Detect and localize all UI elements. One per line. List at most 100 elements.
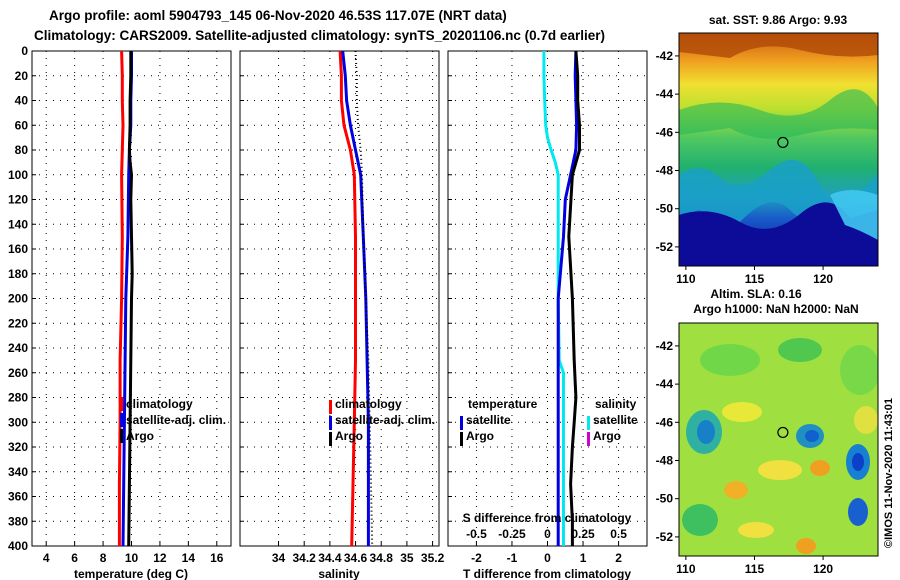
lat-tick-label: -46 (656, 125, 674, 139)
depth-tick-label: 320 (8, 440, 28, 454)
legend-label-satellite-adj: satellite-adj. clim. (126, 413, 226, 427)
lon-tick-label: 120 (813, 562, 833, 576)
legend-label-climatology: climatology (126, 397, 193, 411)
lat-tick-label: -52 (656, 240, 674, 254)
s-diff-tick-label: -0.5 (466, 527, 487, 541)
legend-swatch-t-satellite (460, 416, 463, 430)
depth-tick-label: 40 (15, 94, 29, 108)
legend-swatch-s-satellite (587, 416, 590, 430)
s-diff-tick-label: -0.25 (498, 527, 526, 541)
depth-tick-label: 220 (8, 316, 28, 330)
lat-tick-label: -52 (656, 530, 674, 544)
x-tick-label: 10 (125, 551, 139, 565)
depth-tick-label: 120 (8, 193, 28, 207)
depth-tick-label: 180 (8, 267, 28, 281)
s-diff-tick-label: 0 (544, 527, 551, 541)
x-tick-label: 2 (615, 551, 622, 565)
depth-tick-label: 360 (8, 490, 28, 504)
depth-tick-label: 280 (8, 391, 28, 405)
lat-tick-label: -42 (656, 49, 674, 63)
lon-tick-label: 110 (676, 562, 696, 576)
lon-tick-label: 110 (676, 272, 696, 286)
lat-tick-label: -46 (656, 415, 674, 429)
x-tick-label: 34.8 (370, 551, 394, 565)
legend-title-salinity: salinity (595, 397, 637, 411)
temperature-legend: climatology satellite-adj. clim. Argo (120, 397, 226, 443)
legend-label-t-argo: Argo (466, 429, 494, 443)
legend-swatch-t-argo (460, 432, 463, 446)
salinity-legend: climatology satellite-adj. clim. Argo (329, 397, 435, 446)
legend-swatch-satellite-adj (120, 413, 123, 427)
series-line-climatology (117, 50, 125, 546)
x-tick-label: 34 (272, 551, 286, 565)
legend-label-s-argo: Argo (593, 429, 621, 443)
sla-heatmap (679, 323, 878, 556)
depth-tick-label: 200 (8, 292, 28, 306)
imos-watermark: ©IMOS 11-Nov-2020 11:43:01 (883, 398, 895, 548)
sst-map-frame (678, 32, 879, 267)
x-tick-label: 14 (182, 551, 196, 565)
depth-tick-label: 20 (15, 69, 29, 83)
x-tick-label: 34.2 (293, 551, 317, 565)
legend-label-climatology: climatology (335, 397, 402, 411)
sla-map-frame (678, 322, 879, 557)
depth-tick-label: 260 (8, 366, 28, 380)
figure-title-line1: Argo profile: aoml 5904793_145 06-Nov-20… (49, 8, 507, 23)
lon-tick-label: 120 (813, 272, 833, 286)
lat-tick-label: -48 (656, 164, 674, 178)
x-tick-label: 8 (100, 551, 107, 565)
depth-tick-label: 240 (8, 341, 28, 355)
sst-heatmap (679, 33, 878, 266)
legend-label-argo: Argo (335, 429, 363, 443)
x-tick-label: 4 (43, 551, 50, 565)
s-diff-tick-label: 0.25 (571, 527, 595, 541)
difference-s-axis-label: S difference from climatology (463, 511, 632, 525)
sla-argo-location-marker (777, 426, 789, 439)
depth-tick-label: 100 (8, 168, 28, 182)
x-tick-label: -1 (507, 551, 518, 565)
lat-tick-label: -50 (656, 202, 674, 216)
x-tick-label: 35.2 (421, 551, 445, 565)
x-tick-label: 1 (580, 551, 587, 565)
depth-tick-label: 340 (8, 465, 28, 479)
temperature-xlabel: temperature (deg C) (74, 567, 188, 580)
legend-swatch-s-argo (587, 432, 590, 446)
s-diff-tick-label: 0.5 (610, 527, 627, 541)
depth-tick-label: 380 (8, 514, 28, 528)
x-tick-label: 6 (71, 551, 78, 565)
lat-tick-label: -44 (656, 377, 674, 391)
salinity-panel: 34 34.2 34.4 34.6 34.8 35 35.2 salinity climat… (239, 50, 445, 580)
legend-label-satellite-adj: satellite-adj. clim. (335, 413, 435, 427)
series-line-argo (127, 51, 134, 547)
lat-tick-label: -42 (656, 339, 674, 353)
lat-tick-label: -44 (656, 87, 674, 101)
series-line-argo-temperature (567, 50, 581, 546)
sla-map-title: Altim. SLA: 0.16 (710, 287, 802, 301)
legend-title-temperature: temperature (468, 397, 538, 411)
depth-tick-label: 60 (15, 118, 29, 132)
legend-swatch-argo (120, 429, 123, 443)
lon-tick-label: 115 (745, 562, 765, 576)
salinity-xlabel: salinity (318, 567, 360, 580)
x-tick-label: 34.4 (318, 551, 342, 565)
difference-legend: temperature salinity satellite Argo sate… (460, 397, 638, 446)
legend-swatch-argo (329, 432, 332, 446)
x-tick-label: 34.6 (344, 551, 368, 565)
series-line-climatology (338, 50, 357, 547)
x-tick-label: 35 (400, 551, 414, 565)
legend-swatch-climatology (329, 400, 332, 414)
legend-label-argo: Argo (126, 429, 154, 443)
series-line-satellite-salinity (542, 51, 565, 546)
sla-map-panel: Altim. SLA: 0.16 Argo h1000: NaN h2000: … (656, 287, 879, 576)
x-tick-label: 0 (544, 551, 551, 565)
sst-map-panel: sat. SST: 9.86 Argo: 9.93 -42 -44 -46 -48 -5… (656, 13, 879, 286)
difference-panel: -2 -1 0 1 2 -0.5 -0.25 0 0.25 0.5 T difference fr… (447, 50, 648, 580)
legend-label-s-satellite: satellite (593, 413, 638, 427)
legend-swatch-climatology (120, 397, 123, 411)
sst-map-title: sat. SST: 9.86 Argo: 9.93 (709, 13, 848, 27)
figure-title-line2: Climatology: CARS2009. Satellite-adjuste… (34, 28, 605, 43)
depth-tick-label: 80 (15, 143, 29, 157)
depth-tick-label: 0 (21, 44, 28, 58)
